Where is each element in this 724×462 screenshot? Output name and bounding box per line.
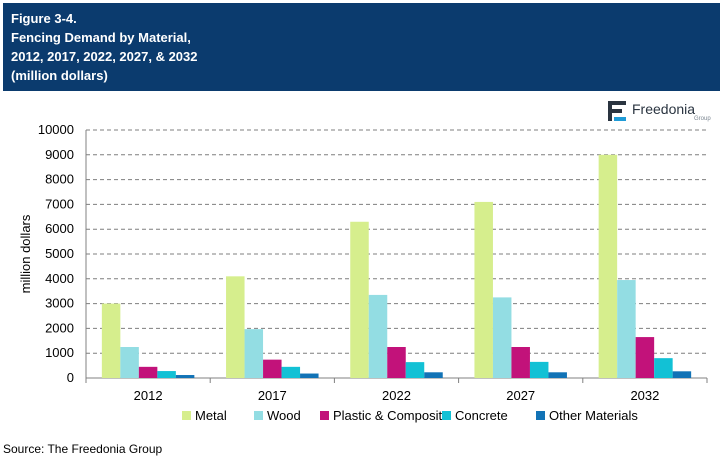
bar-concrete-2017 bbox=[281, 366, 301, 378]
figure-years: 2012, 2017, 2022, 2027, & 2032 bbox=[11, 49, 198, 64]
bar-wood-2032 bbox=[617, 280, 636, 378]
y-tick-label: 4000 bbox=[45, 271, 74, 286]
bar-plastic-composite-2027 bbox=[511, 347, 530, 378]
bar-other-materials-2022 bbox=[424, 372, 443, 378]
legend-label: Concrete bbox=[455, 408, 508, 423]
y-tick-label: 3000 bbox=[45, 296, 74, 311]
bar-plastic-composite-2012 bbox=[138, 366, 158, 378]
y-tick-label: 6000 bbox=[45, 221, 74, 236]
legend-label: Wood bbox=[267, 408, 301, 423]
bar-chart: 0 1000 2000 3000 4000 5000 6000 7000 8000 9000 100… bbox=[18, 122, 708, 423]
legend-swatch bbox=[442, 411, 451, 420]
figure-number: Figure 3-4. bbox=[11, 11, 77, 26]
y-tick-label: 9000 bbox=[45, 147, 74, 162]
bar-other-materials-2032 bbox=[672, 371, 692, 378]
legend-label: Other Materials bbox=[549, 408, 638, 423]
legend-swatch bbox=[254, 411, 263, 420]
legend-swatch bbox=[536, 411, 545, 420]
x-tick-label: 2017 bbox=[258, 388, 287, 403]
bar-plastic-composite-2032 bbox=[635, 337, 655, 378]
freedonia-logo: Freedonia Group bbox=[608, 101, 718, 123]
freedonia-logo-mark-icon bbox=[608, 101, 626, 121]
bar-wood-2017 bbox=[244, 329, 264, 378]
legend-swatch bbox=[320, 411, 329, 420]
legend-label: Plastic & Composite bbox=[333, 408, 449, 423]
bar-other-materials-2017 bbox=[300, 373, 319, 378]
bar-wood-2027 bbox=[492, 297, 512, 378]
bar-concrete-2032 bbox=[654, 358, 673, 378]
y-axis-title: million dollars bbox=[18, 214, 33, 293]
y-tick-label: 10000 bbox=[38, 122, 74, 137]
bar-metal-2032 bbox=[598, 154, 618, 378]
figure-header: Figure 3-4. Fencing Demand by Material, … bbox=[3, 3, 720, 91]
legend-label: Metal bbox=[195, 408, 227, 423]
figure-units: (million dollars) bbox=[11, 68, 108, 83]
y-tick-label: 1000 bbox=[45, 345, 74, 360]
bar-metal-2017 bbox=[226, 276, 245, 378]
bar-concrete-2022 bbox=[405, 362, 425, 378]
bar-wood-2022 bbox=[368, 294, 388, 378]
y-tick-label: 7000 bbox=[45, 196, 74, 211]
y-tick-label: 2000 bbox=[45, 320, 74, 335]
bar-plastic-composite-2022 bbox=[387, 347, 406, 378]
x-tick-label: 2012 bbox=[134, 388, 163, 403]
legend-swatch bbox=[182, 411, 191, 420]
bar-concrete-2012 bbox=[157, 371, 176, 378]
bar-plastic-composite-2017 bbox=[263, 359, 282, 378]
bar-metal-2027 bbox=[474, 201, 493, 378]
logo-name: Freedonia bbox=[632, 101, 696, 117]
bar-wood-2012 bbox=[120, 347, 139, 378]
source-note: Source: The Freedonia Group bbox=[3, 442, 163, 456]
bar-other-materials-2012 bbox=[175, 375, 195, 378]
bar-other-materials-2027 bbox=[548, 372, 567, 378]
y-tick-label: 0 bbox=[67, 370, 74, 385]
bar-metal-2012 bbox=[101, 303, 121, 378]
y-tick-label: 5000 bbox=[45, 246, 74, 261]
x-tick-label: 2027 bbox=[506, 388, 535, 403]
bar-metal-2022 bbox=[350, 221, 369, 378]
figure-title: Fencing Demand by Material, bbox=[11, 30, 191, 45]
bar-concrete-2027 bbox=[529, 361, 549, 378]
x-tick-label: 2032 bbox=[630, 388, 659, 403]
x-tick-label: 2022 bbox=[382, 388, 411, 403]
logo-sub: Group bbox=[694, 116, 711, 122]
y-tick-label: 8000 bbox=[45, 172, 74, 187]
